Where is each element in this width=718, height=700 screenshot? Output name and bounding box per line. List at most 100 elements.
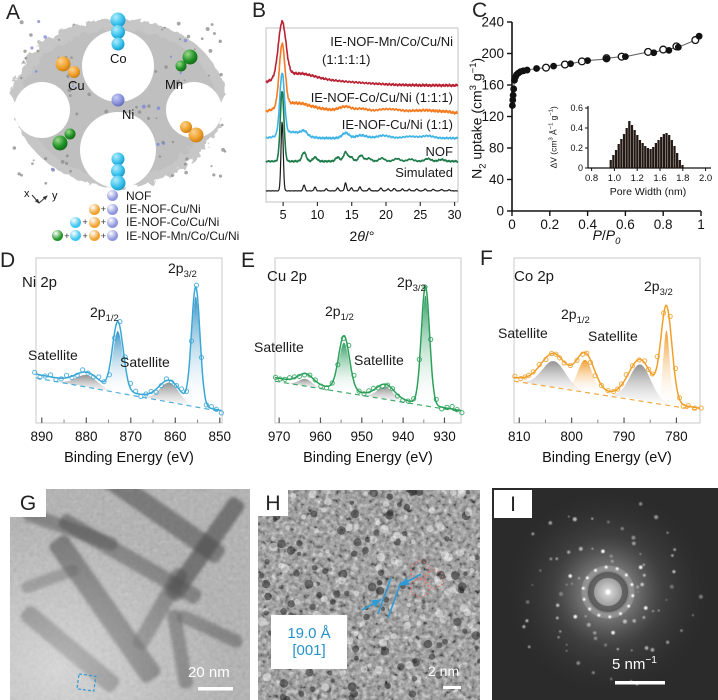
fft-image: [492, 488, 718, 700]
legend-sphere-mn: [52, 230, 64, 242]
pore-label-cu: Cu: [68, 78, 85, 93]
scalebar-label-h: 2 nm: [428, 663, 460, 679]
svg-text:160: 160: [481, 78, 504, 93]
xps-peak-label: 2p3/2: [397, 274, 426, 294]
panel-h-letter: H: [265, 491, 281, 515]
axis-y-label: y: [52, 190, 58, 202]
svg-text:940: 940: [392, 429, 415, 444]
pore-xaxis-title: Pore Width (nm): [609, 186, 687, 198]
scalebar-line: [198, 687, 233, 691]
svg-text:0.8: 0.8: [654, 217, 673, 232]
legend-sphere-nof: [107, 230, 118, 242]
isotherm-xaxis-title: P/P0: [592, 227, 621, 247]
xrd-label-cocuni: IE-NOF-Co/Cu/Ni (1:1:1): [310, 90, 453, 105]
xps-peak-label: Cu 2p: [267, 268, 308, 285]
svg-text:0: 0: [578, 163, 583, 173]
svg-text:0: 0: [508, 217, 516, 232]
svg-text:0.2: 0.2: [540, 217, 559, 232]
scalebar-label-g: 20 nm: [188, 664, 230, 681]
xps-peak-label: Satellite: [28, 347, 78, 363]
legend-sphere-co: [70, 216, 82, 228]
pore-width-plot: 0 0.2 0.4 0.6 0.8 1.0 1.2 1.6 1.8 2.0: [570, 103, 712, 184]
xps-peak-label: Ni 2p: [22, 274, 58, 291]
panel-f-xps-co: F 810 800 790 780 Co 2p 2p1/2 2p3/2 Satellite S…: [478, 248, 718, 480]
xps-peak-label: 2p3/2: [168, 260, 197, 280]
svg-text:880: 880: [75, 429, 98, 444]
xps-peak-label: Co 2p: [514, 268, 555, 285]
panel-d-letter: D: [0, 249, 16, 272]
legend-label: IE-NOF-Cu/Ni: [126, 202, 201, 217]
plus-sign: +: [100, 230, 106, 241]
svg-text:930: 930: [433, 429, 456, 444]
plus-sign: +: [100, 204, 106, 215]
plus-sign: +: [82, 230, 88, 241]
panel-h-chip: H: [258, 490, 288, 516]
svg-text:780: 780: [665, 429, 688, 444]
svg-text:950: 950: [351, 429, 374, 444]
svg-text:810: 810: [508, 429, 531, 444]
xps-co-plot: 810 800 790 780: [508, 257, 704, 444]
svg-text:0.4: 0.4: [578, 217, 597, 232]
legend-row: + IE-NOF-Cu/Ni: [0, 202, 240, 217]
xps-peak-label: 2p1/2: [561, 306, 590, 326]
svg-text:240: 240: [481, 15, 504, 30]
axis-x-label: x: [24, 188, 30, 200]
panel-i-letter: I: [510, 492, 516, 516]
panel-f-letter: F: [480, 247, 493, 270]
panel-a-structure: A Co Cu Mn Ni x y NOF + IE-NOF-Cu/Ni: [0, 0, 240, 245]
svg-text:1.6: 1.6: [653, 173, 666, 184]
legend-sphere-cu: [88, 203, 100, 215]
svg-text:5: 5: [280, 208, 287, 222]
legend-sphere-nof: [107, 190, 118, 202]
svg-text:30: 30: [448, 208, 462, 222]
svg-text:0.2: 0.2: [570, 143, 583, 153]
selected-area-box: [76, 673, 97, 692]
tem-image: [10, 489, 250, 700]
xps-cu-xaxis-title: Binding Energy (eV): [303, 450, 433, 466]
svg-text:860: 860: [164, 429, 187, 444]
scalebar-line: [443, 686, 461, 689]
svg-text:0.6: 0.6: [616, 217, 635, 232]
plus-sign: +: [82, 217, 88, 228]
pore-label-ni: Ni: [122, 107, 135, 122]
svg-text:1.8: 1.8: [676, 173, 689, 184]
pore-label-mn: Mn: [165, 77, 184, 92]
legend-row: + + IE-NOF-Co/Cu/Ni: [0, 215, 240, 229]
svg-text:10: 10: [310, 208, 324, 222]
svg-text:890: 890: [31, 429, 54, 444]
xps-ni-plot: 890 880 870 860 850: [31, 257, 232, 444]
xps-peak-label: 2p1/2: [90, 304, 119, 324]
panel-e-letter: E: [241, 249, 256, 272]
svg-text:25: 25: [413, 208, 427, 222]
legend-row: NOF: [0, 189, 240, 203]
xps-peak-label: Satellite: [498, 325, 548, 341]
svg-text:120: 120: [481, 109, 504, 124]
isotherm-yaxis-title: N2 uptake (cm3 g−1): [467, 57, 489, 179]
svg-text:1.0: 1.0: [608, 173, 621, 184]
axis-glyph: [31, 194, 48, 204]
panel-d-xps-ni: D 890 880 870 860 850 Ni 2p 2p1/2 2p3/2 Satelli…: [0, 248, 239, 480]
svg-text:970: 970: [268, 429, 291, 444]
svg-text:800: 800: [560, 429, 583, 444]
svg-text:20: 20: [379, 208, 393, 222]
panel-g-tem: G 20 nm: [10, 489, 250, 700]
xrd-plot: 5 10 15 20 25 30: [265, 19, 462, 222]
plus-sign: +: [100, 217, 106, 228]
panel-i-fft: I 5 nm−1: [492, 488, 718, 700]
xrd-label-mncocuni-line2: (1:1:1:1): [322, 52, 371, 67]
legend-sphere-cu: [88, 216, 100, 228]
legend-sphere-cu: [88, 230, 100, 242]
svg-text:40: 40: [489, 172, 504, 187]
scalebar-label-i: 5 nm−1: [612, 655, 657, 673]
framework-illustration: [0, 12, 240, 191]
svg-text:0: 0: [496, 204, 504, 219]
pore-label-co: Co: [110, 51, 127, 66]
panel-h-hrtem: H 19.0 Å [001] 2 nm: [258, 490, 480, 700]
lattice-spacing-marks: [361, 573, 422, 619]
svg-text:850: 850: [209, 429, 232, 444]
xps-peak-label: Satellite: [120, 354, 170, 370]
panel-e-xps-cu: E 970 960 950 940 930 Cu 2p 2p1/2 2p3/2 Satelli…: [239, 248, 478, 480]
xps-co-xaxis-title: Binding Energy (eV): [542, 450, 672, 466]
svg-text:870: 870: [120, 429, 143, 444]
svg-text:0.8: 0.8: [585, 173, 598, 184]
